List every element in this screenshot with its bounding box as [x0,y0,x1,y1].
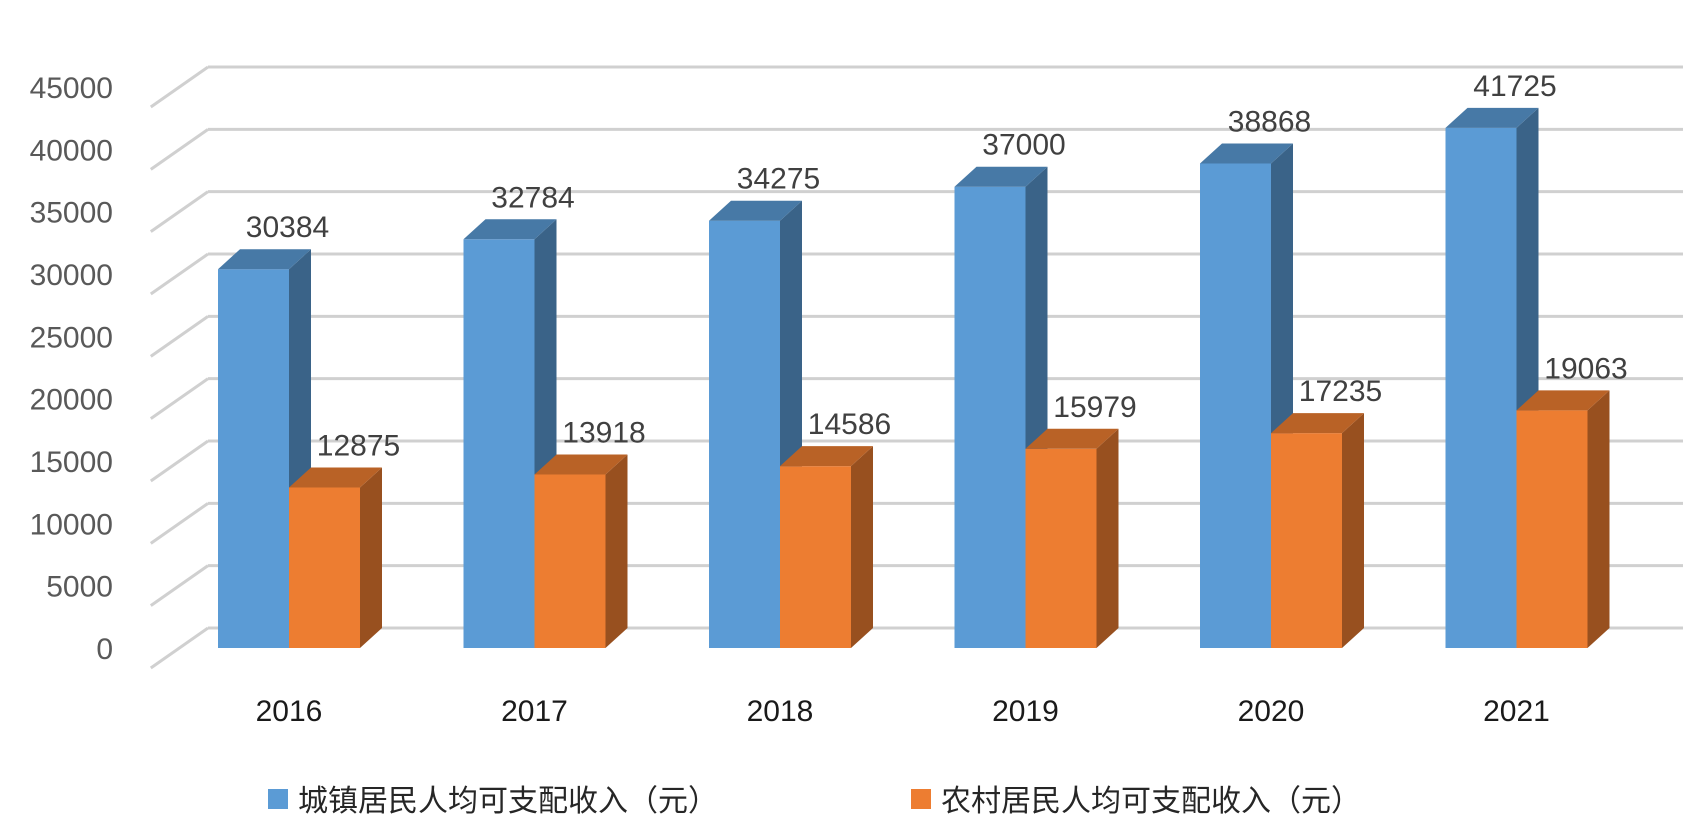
y-tick-label: 0 [96,633,113,666]
x-tick-label: 2017 [501,695,568,728]
x-tick-label: 2019 [992,695,1059,728]
x-tick-label: 2021 [1483,695,1550,728]
bar-top [1271,413,1364,434]
data-label: 34275 [737,163,820,196]
bars: 30384 12875 32784 13918 34275 14586 37000 15979… [218,70,1628,649]
bar-front [954,186,1026,648]
data-label: 38868 [1228,105,1311,138]
bar-rural-2021 [1516,390,1610,648]
y-tick-label: 35000 [30,197,113,230]
gridline-depth [149,377,209,420]
y-tick-label: 5000 [46,571,113,604]
data-label: 32784 [491,181,574,214]
bar-front [1025,448,1097,648]
bar-top [289,467,382,488]
bar-top [463,219,557,240]
bar-side [605,454,628,648]
data-label: 13918 [562,416,645,449]
gridline-depth [149,626,209,670]
gridline-depth [149,439,209,483]
bar-top [1516,390,1610,411]
bar-top [954,166,1048,187]
bar-urban-2019 [954,166,1048,648]
bar-front [1445,127,1517,649]
bar-top [780,446,873,467]
data-label: 15979 [1053,391,1136,424]
bar-front [534,474,606,648]
gridline-depth [149,252,209,296]
data-label: 12875 [317,429,400,462]
bar-rural-2017 [534,454,628,648]
bar-top [218,249,311,270]
legend: 城镇居民人均可支配收入（元） 农村居民人均可支配收入（元） [268,784,1361,819]
bar-front [1200,163,1271,648]
bar-top [1025,428,1119,449]
bar-side [360,467,382,648]
y-tick-label: 30000 [30,259,113,292]
gridline-depth [149,315,209,358]
gridline-depth [149,502,209,545]
data-label: 37000 [982,129,1065,162]
bar-front [709,220,780,648]
gridline-depth [149,128,209,171]
x-tick-label: 2016 [256,695,323,728]
x-tick-label: 2018 [747,695,814,728]
legend-swatch [268,789,288,809]
bar-front [1516,410,1588,648]
bar-side [1587,390,1610,648]
legend-label: 农村居民人均可支配收入（元） [941,784,1361,819]
y-axis: 0 5000 10000 15000 20000 25000 30000 35000 40000… [30,72,113,666]
bar-top [1445,107,1539,128]
bar-side [1342,413,1364,648]
bar-side [851,446,873,648]
y-tick-label: 10000 [30,508,113,541]
data-label: 17235 [1299,375,1382,408]
y-tick-label: 20000 [30,384,113,417]
y-tick-label: 25000 [30,321,113,354]
y-tick-label: 40000 [30,134,113,167]
data-label: 41725 [1473,70,1556,103]
bar-front [780,466,851,648]
bar-front [463,239,535,649]
bar-rural-2018 [780,446,873,648]
gridline-depth [149,564,209,607]
bar-front [218,269,289,648]
bar-rural-2020 [1271,413,1364,648]
bar-rural-2016 [289,467,382,648]
grid-lines [149,65,1683,670]
bar-top [534,454,628,475]
legend-swatch [911,789,931,809]
bar-front [289,487,360,648]
bar-top [709,200,802,221]
bar-side [1096,428,1119,648]
y-tick-label: 15000 [30,446,113,479]
bar-top [1200,143,1293,164]
bar-front [1271,433,1342,648]
gridline-depth [149,190,209,233]
data-label: 19063 [1544,352,1627,385]
x-axis: 2016 2017 2018 2019 2020 2021 [256,695,1550,728]
data-label: 14586 [808,408,891,441]
bar-urban-2018 [709,200,802,648]
gridline-depth [149,65,209,109]
legend-label: 城镇居民人均可支配收入（元） [298,784,718,819]
x-tick-label: 2020 [1238,695,1305,728]
y-tick-label: 45000 [30,72,113,105]
data-label: 30384 [246,211,329,244]
bar-rural-2019 [1025,428,1119,648]
